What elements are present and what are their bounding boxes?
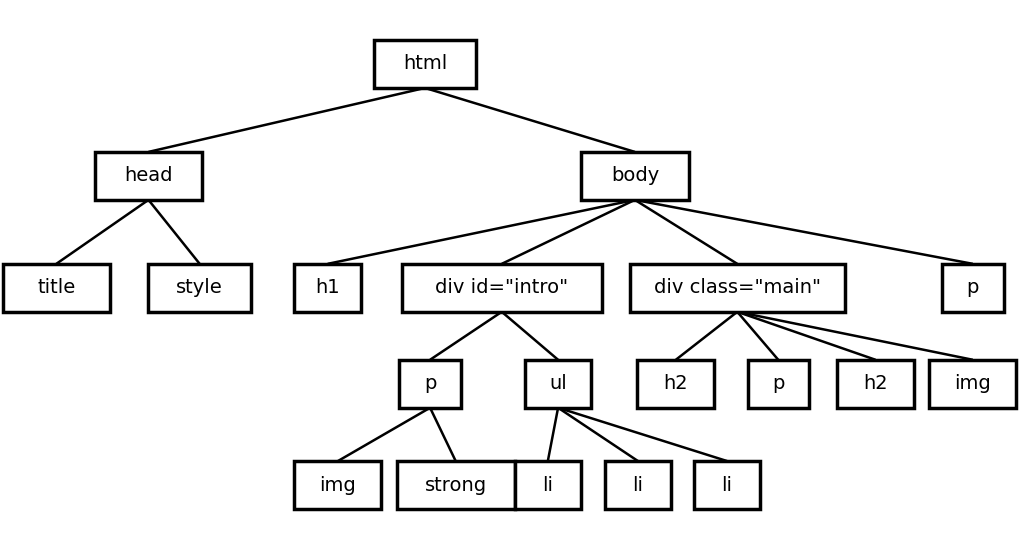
- Text: img: img: [319, 475, 356, 495]
- FancyBboxPatch shape: [582, 152, 688, 200]
- Text: head: head: [124, 166, 173, 185]
- Text: p: p: [772, 374, 784, 393]
- Text: li: li: [722, 475, 732, 495]
- FancyBboxPatch shape: [295, 461, 382, 509]
- FancyBboxPatch shape: [525, 360, 592, 408]
- Text: div class="main": div class="main": [653, 278, 821, 297]
- FancyBboxPatch shape: [515, 461, 582, 509]
- FancyBboxPatch shape: [838, 360, 913, 408]
- Text: strong: strong: [425, 475, 486, 495]
- Text: h1: h1: [315, 278, 340, 297]
- Text: p: p: [967, 278, 979, 297]
- FancyBboxPatch shape: [3, 264, 111, 312]
- Text: li: li: [633, 475, 643, 495]
- FancyBboxPatch shape: [694, 461, 760, 509]
- FancyBboxPatch shape: [630, 264, 845, 312]
- FancyBboxPatch shape: [748, 360, 809, 408]
- Text: title: title: [37, 278, 76, 297]
- Text: img: img: [954, 374, 991, 393]
- FancyBboxPatch shape: [94, 152, 203, 200]
- FancyBboxPatch shape: [397, 461, 515, 509]
- FancyBboxPatch shape: [148, 264, 251, 312]
- FancyBboxPatch shape: [399, 360, 461, 408]
- FancyBboxPatch shape: [401, 264, 601, 312]
- FancyBboxPatch shape: [637, 360, 715, 408]
- Text: div id="intro": div id="intro": [435, 278, 568, 297]
- Text: body: body: [610, 166, 659, 185]
- FancyBboxPatch shape: [930, 360, 1016, 408]
- FancyBboxPatch shape: [295, 264, 360, 312]
- Text: h2: h2: [664, 374, 688, 393]
- Text: p: p: [424, 374, 436, 393]
- FancyBboxPatch shape: [374, 40, 476, 88]
- Text: ul: ul: [549, 374, 567, 393]
- Text: li: li: [543, 475, 553, 495]
- FancyBboxPatch shape: [942, 264, 1004, 312]
- Text: html: html: [402, 54, 447, 74]
- Text: h2: h2: [863, 374, 888, 393]
- Text: style: style: [176, 278, 223, 297]
- FancyBboxPatch shape: [604, 461, 672, 509]
